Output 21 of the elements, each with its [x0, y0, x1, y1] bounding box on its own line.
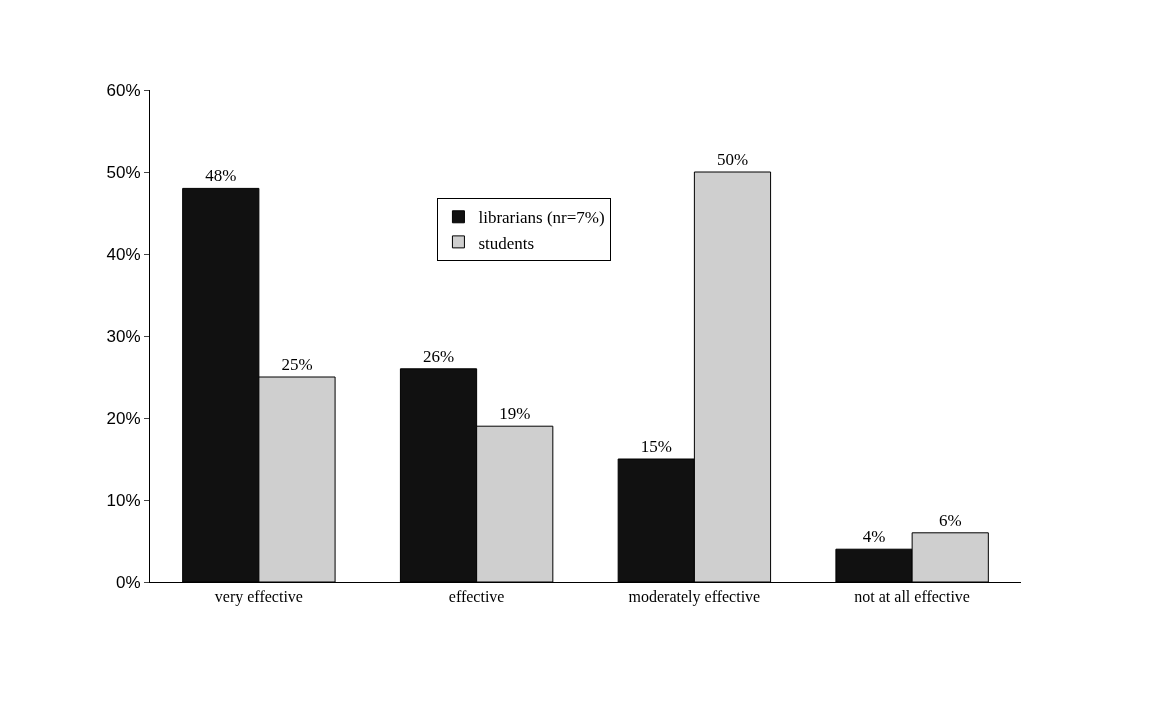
data-label: 6% — [938, 510, 962, 530]
y-tick-label: 10% — [106, 490, 141, 510]
data-label: 50% — [716, 150, 749, 169]
data-label: 19% — [499, 404, 531, 424]
x-tick-label: effective — [448, 588, 505, 606]
x-tick-label: very effective — [214, 588, 303, 607]
y-tick-label: 20% — [106, 408, 141, 428]
data-label: 25% — [281, 355, 313, 374]
data-label: 15% — [640, 437, 672, 456]
data-label: 4% — [862, 527, 886, 547]
data-label: 48% — [205, 166, 237, 186]
y-tick-label: 40% — [106, 244, 141, 264]
y-tick-label: 0% — [116, 572, 141, 592]
data-label: 26% — [422, 346, 455, 366]
y-tick-label: 50% — [106, 162, 141, 182]
y-tick-label: 30% — [106, 326, 141, 346]
y-tick-label: 60% — [106, 80, 141, 100]
legend-label: librarians (nr=7%) — [478, 208, 605, 228]
x-tick-label: moderately effective — [628, 588, 761, 607]
x-tick-label: not at all effective — [854, 588, 970, 606]
legend-label: students — [478, 233, 535, 253]
